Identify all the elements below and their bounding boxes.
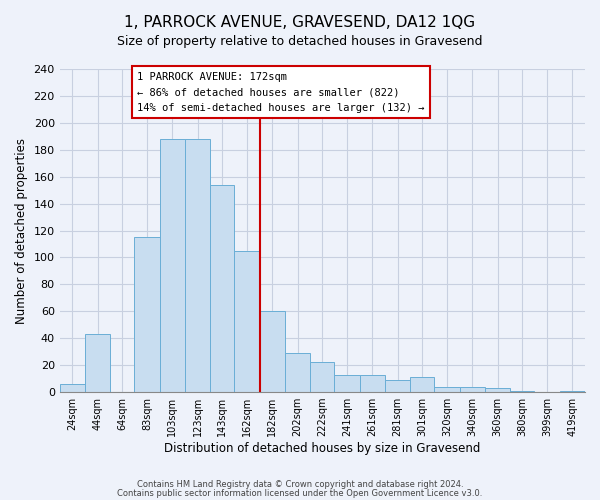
Bar (235, 250, 260, 392)
Bar (434, 386, 460, 392)
Bar (285, 353, 310, 392)
Bar (410, 378, 434, 392)
Bar (85, 334, 110, 392)
Text: 1, PARROCK AVENUE, GRAVESEND, DA12 1QG: 1, PARROCK AVENUE, GRAVESEND, DA12 1QG (124, 15, 476, 30)
Bar (59, 384, 85, 392)
Text: Contains HM Land Registry data © Crown copyright and database right 2024.: Contains HM Land Registry data © Crown c… (137, 480, 463, 489)
Bar (134, 238, 160, 392)
Bar (511, 390, 535, 392)
Text: Contains public sector information licensed under the Open Government Licence v3: Contains public sector information licen… (118, 488, 482, 498)
Bar (185, 139, 211, 392)
Bar (260, 312, 285, 392)
Bar (385, 380, 410, 392)
Bar (211, 185, 235, 392)
Y-axis label: Number of detached properties: Number of detached properties (15, 138, 28, 324)
Bar (334, 374, 359, 392)
X-axis label: Distribution of detached houses by size in Gravesend: Distribution of detached houses by size … (164, 442, 481, 455)
Bar (460, 386, 485, 392)
Bar (560, 390, 585, 392)
Bar (485, 388, 511, 392)
Bar (160, 139, 185, 392)
Bar (359, 374, 385, 392)
Text: 1 PARROCK AVENUE: 172sqm
← 86% of detached houses are smaller (822)
14% of semi-: 1 PARROCK AVENUE: 172sqm ← 86% of detach… (137, 72, 424, 113)
Text: Size of property relative to detached houses in Gravesend: Size of property relative to detached ho… (117, 35, 483, 48)
Bar (310, 362, 334, 392)
